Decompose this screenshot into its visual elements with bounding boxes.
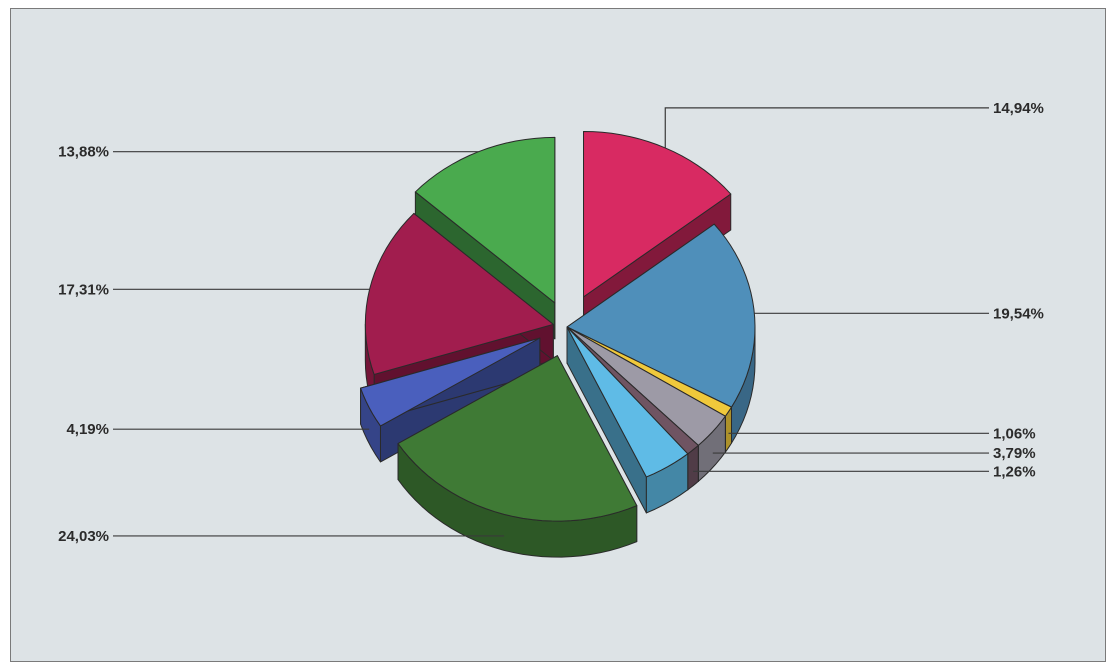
slice-label: 17,31%: [58, 281, 370, 298]
pie-slice-top: [360, 337, 541, 427]
pie-slice: [364, 212, 554, 411]
slice-label: 19,54%: [754, 305, 1044, 322]
pie-chart: 14,94% 19,54% 1,06% 3,79%1,26% 24,03% 4,19% 17…: [58, 100, 1044, 558]
leader-line: [664, 107, 989, 148]
pie-slice: [566, 326, 689, 514]
percent-label: 19,54%: [993, 305, 1044, 322]
pie-slice-top: [566, 326, 699, 455]
percent-label: 24,03%: [58, 528, 109, 545]
percent-label: 3,79%: [993, 445, 1036, 462]
percent-label: 17,31%: [58, 281, 109, 298]
percent-label: 1,06%: [993, 425, 1036, 442]
percent-label: 13,88%: [58, 144, 109, 161]
pie-slice-top: [566, 326, 689, 478]
slice-label: 3,79%: [712, 445, 1036, 462]
slice-label: 4,19%: [66, 421, 370, 438]
percent-label: 14,94%: [993, 100, 1044, 117]
chart-frame: 14,94% 19,54% 1,06% 3,79% 1,26% 24,03% 4,19% 17…: [10, 8, 1106, 662]
pie-slice: [397, 355, 638, 558]
pie-slice-top: [566, 223, 756, 408]
slice-label: 13,88%: [58, 144, 479, 161]
slice-label: 1,26%: [693, 463, 1036, 480]
pie-slice-top: [566, 326, 726, 446]
pie-slice-top: [397, 355, 638, 522]
slice-label: 1,06%: [728, 425, 1036, 442]
slice-label: 24,03%: [58, 528, 505, 545]
percent-label: 1,26%: [993, 463, 1036, 480]
percent-label: 4,19%: [66, 421, 109, 438]
pie-slice-top: [566, 326, 732, 417]
slice-label: 14,94%: [664, 100, 1044, 148]
